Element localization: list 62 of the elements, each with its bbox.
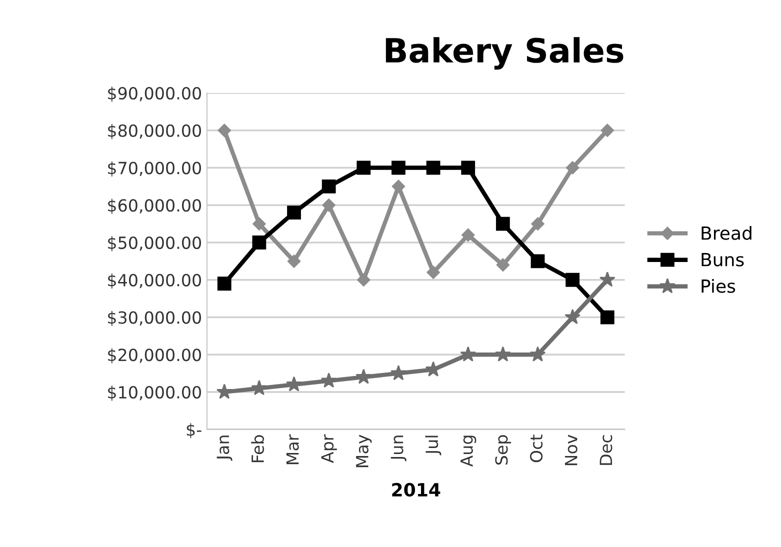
x-tick-label: Oct bbox=[530, 434, 543, 462]
point bbox=[218, 124, 231, 137]
x-tick-label: Apr bbox=[321, 434, 337, 463]
y-tick-label: $40,000.00 bbox=[108, 274, 201, 289]
point bbox=[600, 310, 614, 324]
y-tick-label: $- bbox=[186, 423, 202, 438]
x-tick-label: Nov bbox=[565, 434, 578, 466]
point bbox=[356, 160, 371, 175]
point bbox=[287, 254, 301, 268]
legend-label: Bread bbox=[702, 226, 752, 240]
point bbox=[392, 180, 406, 194]
point bbox=[356, 368, 372, 384]
x-tick-label: May bbox=[356, 434, 372, 468]
point bbox=[496, 258, 510, 272]
x-tick-label: Mar bbox=[286, 434, 299, 464]
point bbox=[531, 217, 544, 230]
point bbox=[462, 228, 475, 242]
point bbox=[320, 372, 337, 388]
point bbox=[599, 272, 616, 287]
point bbox=[322, 179, 336, 194]
point bbox=[530, 346, 546, 362]
point bbox=[426, 266, 440, 279]
y-tick-label: $50,000.00 bbox=[108, 236, 201, 252]
point bbox=[252, 236, 266, 250]
x-axis-title: 2014 bbox=[392, 482, 440, 497]
x-tick-label: Sep bbox=[495, 435, 511, 465]
y-tick-label: $70,000.00 bbox=[108, 161, 201, 177]
y-tick-label: $60,000.00 bbox=[108, 198, 201, 214]
chart-title: Bakery Sales bbox=[386, 37, 624, 70]
point bbox=[216, 384, 232, 399]
point bbox=[322, 198, 336, 212]
point bbox=[217, 276, 232, 291]
y-tick-label: $30,000.00 bbox=[108, 310, 201, 326]
x-tick-label: Feb bbox=[251, 435, 264, 462]
point bbox=[357, 273, 370, 286]
y-tick-label: $80,000.00 bbox=[108, 124, 201, 140]
x-tick-label: Dec bbox=[600, 435, 612, 465]
y-tick-label: $20,000.00 bbox=[108, 348, 201, 364]
x-tick-label: Aug bbox=[460, 436, 476, 467]
x-tick-label: Jul bbox=[425, 436, 442, 456]
point bbox=[426, 160, 440, 175]
point bbox=[287, 206, 301, 220]
point bbox=[461, 160, 476, 175]
x-tick-label: Jan bbox=[216, 436, 232, 461]
point bbox=[496, 216, 510, 231]
point bbox=[286, 376, 302, 392]
point bbox=[566, 161, 580, 174]
point bbox=[530, 254, 545, 268]
legend-label: Pies bbox=[702, 278, 736, 293]
point bbox=[252, 217, 266, 230]
legend-label: Buns bbox=[702, 253, 744, 266]
point bbox=[460, 346, 476, 362]
y-tick-label: $10,000.00 bbox=[108, 386, 201, 401]
x-tick-label: Jun bbox=[390, 436, 406, 462]
point bbox=[392, 160, 406, 175]
y-tick-label: $90,000.00 bbox=[108, 86, 201, 102]
point bbox=[251, 380, 268, 396]
point bbox=[494, 346, 511, 362]
point bbox=[564, 308, 581, 324]
point bbox=[600, 124, 614, 137]
point bbox=[566, 272, 580, 287]
point bbox=[390, 364, 406, 380]
